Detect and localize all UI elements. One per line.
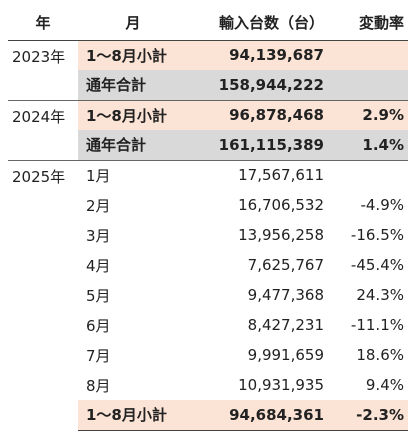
value-cell: 9,991,659 — [247, 346, 324, 364]
header-year: 年 — [8, 6, 78, 41]
rate-cell — [328, 70, 408, 100]
month-cell: 4月 — [86, 256, 111, 275]
rate-cell: 1.4% — [328, 130, 408, 160]
rate-cell: -11.1% — [350, 316, 404, 334]
rate-cell: 2.9% — [328, 99, 408, 130]
header-change-rate: 変動率 — [328, 6, 408, 41]
header-import-volume: 輸入台数（台） — [188, 6, 328, 41]
table-row: 6月 8,427,231 -11.1% — [8, 310, 408, 340]
month-cell: 2月 — [86, 196, 111, 215]
value-cell: 16,706,532 — [238, 196, 324, 214]
month-cell: 3月 — [86, 226, 111, 245]
table-row: 2025年 1月 17,567,611 — [8, 159, 408, 430]
rate-cell: 24.3% — [356, 286, 404, 304]
table-row: 1～8月小計 94,684,361 -2.3% — [8, 400, 408, 431]
rate-cell — [328, 159, 408, 190]
month-cell: 通年合計 — [78, 70, 188, 100]
month-cell: 7月 — [86, 346, 111, 365]
table-row: 5月 9,477,368 24.3% — [8, 280, 408, 310]
import-volume-table: 年 月 輸入台数（台） 変動率 2023年 1～8月小計 94,139,687 … — [8, 6, 408, 431]
year-cell: 2024年 — [8, 99, 78, 160]
table-row: 2024年 1～8月小計 96,878,468 2.9% — [8, 99, 408, 160]
rate-cell: 9.4% — [365, 376, 404, 394]
value-cell: 158,944,222 — [188, 70, 328, 100]
header-row: 年 月 輸入台数（台） 変動率 — [8, 6, 408, 41]
table-row: 通年合計 158,944,222 — [8, 70, 408, 100]
table-row: 3月 13,956,258 -16.5% — [8, 220, 408, 250]
table-row: 7月 9,991,659 18.6% — [8, 340, 408, 370]
month-cell: 6月 — [86, 316, 111, 335]
value-cell: 10,931,935 — [238, 376, 324, 394]
month-cell: 1～8月小計 — [78, 39, 188, 70]
month-cell: 8月 — [86, 376, 111, 395]
rate-cell: -4.9% — [360, 196, 404, 214]
rate-cell: -16.5% — [350, 226, 404, 244]
rate-cell: -45.4% — [350, 256, 404, 274]
table-row: 2月 16,706,532 -4.9% — [8, 190, 408, 220]
rate-cell — [328, 39, 408, 70]
month-cell: 1～8月小計 — [78, 99, 188, 130]
table-row: 4月 7,625,767 -45.4% — [8, 250, 408, 280]
month-cell: 通年合計 — [78, 130, 188, 160]
value-cell: 7,625,767 — [247, 256, 324, 274]
value-cell: 161,115,389 — [188, 130, 328, 160]
rate-cell: 18.6% — [356, 346, 404, 364]
table-row: 8月 10,931,935 9.4% — [8, 370, 408, 400]
table-row: 2023年 1～8月小計 94,139,687 — [8, 39, 408, 100]
year-cell: 2025年 — [8, 159, 78, 430]
rate-cell: -2.3% — [328, 400, 408, 431]
header-month: 月 — [78, 6, 188, 41]
month-cell: 1月 — [78, 159, 188, 190]
value-cell: 94,684,361 — [188, 400, 328, 431]
value-cell: 96,878,468 — [188, 99, 328, 130]
year-cell: 2023年 — [8, 39, 78, 100]
table-row: 通年合計 161,115,389 1.4% — [8, 130, 408, 160]
month-cell: 1～8月小計 — [78, 400, 188, 431]
value-cell: 17,567,611 — [188, 159, 328, 190]
value-cell: 9,477,368 — [247, 286, 324, 304]
value-cell: 13,956,258 — [238, 226, 324, 244]
value-cell: 8,427,231 — [247, 316, 324, 334]
value-cell: 94,139,687 — [188, 39, 328, 70]
month-cell: 5月 — [86, 286, 111, 305]
